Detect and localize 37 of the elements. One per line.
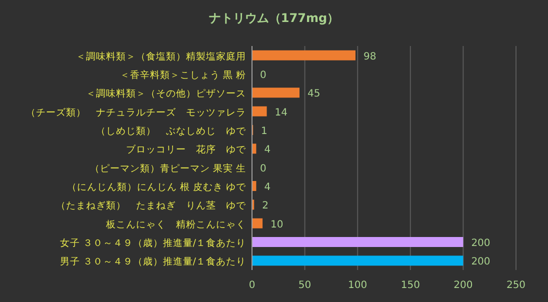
data-label: 2 (262, 200, 268, 212)
data-label: 200 (471, 238, 490, 249)
x-tick-label: 0 (248, 280, 256, 291)
y-tick-label: 男子 ３０～４９（歳）推進量/１食あたり (60, 256, 246, 268)
data-label: 14 (274, 107, 288, 118)
y-tick-label: ＜調味料類＞（食塩類）精製塩家庭用 (76, 50, 246, 62)
data-label: 10 (270, 219, 284, 230)
bar (252, 218, 263, 228)
y-tick-label: 女子 ３０～４９（歳）推進量/１食あたり (60, 237, 246, 249)
y-tick-label: （にんじん類）にんじん 根 皮むき ゆで (66, 181, 247, 193)
chart-title: ナトリウム（177mg） (208, 11, 340, 25)
data-label: 0 (260, 70, 266, 81)
y-tick-label: （ピーマン類）青ピーマン 果実 生 (90, 162, 246, 174)
x-tick-label: 50 (298, 280, 312, 291)
x-tick-label: 150 (400, 280, 420, 291)
data-label: 4 (264, 182, 271, 193)
y-tick-label: （チーズ類） ナチュラルチーズ モッツァレラ (26, 106, 246, 118)
data-label: 0 (260, 163, 266, 174)
y-tick-label: ＜香辛料類＞こしょう 黒 粉 (120, 69, 246, 81)
bar (252, 88, 300, 98)
bar (252, 50, 356, 60)
y-tick-label: （しめじ類） ぶなしめじ ゆで (96, 125, 247, 137)
data-label: 1 (261, 126, 268, 137)
y-tick-label: ＜調味料類＞（その他）ピザソース (86, 88, 246, 100)
y-tick-label: （たまねぎ類） たまねぎ りん茎 ゆで (56, 200, 247, 212)
data-label: 4 (264, 144, 271, 156)
bar (252, 256, 464, 266)
data-label: 98 (363, 51, 376, 62)
data-label: 200 (471, 256, 490, 268)
x-tick-label: 100 (348, 280, 368, 291)
x-tick-label: 200 (454, 280, 473, 291)
y-tick-label: ブロッコリー 花序 ゆで (126, 144, 247, 156)
bar (252, 237, 464, 247)
bar (252, 106, 267, 116)
data-label: 45 (308, 88, 320, 100)
x-tick-label: 250 (506, 280, 526, 291)
y-tick-label: 板こんにゃく 精粉こんにゃく (105, 218, 246, 230)
